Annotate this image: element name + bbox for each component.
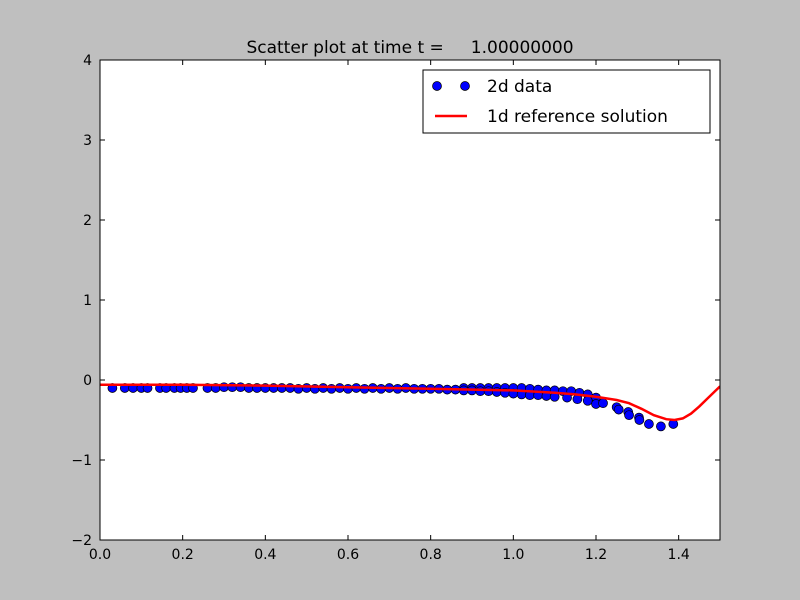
legend-label-1d-reference: 1d reference solution (487, 107, 668, 127)
legend: 2d data 1d reference solution (422, 69, 711, 134)
y-tick-label: 0 (83, 373, 92, 389)
y-tick-label: −1 (71, 453, 92, 469)
data-point (634, 415, 645, 425)
legend-marker-2d-data (432, 81, 442, 91)
x-tick-label: 1.4 (668, 547, 690, 563)
data-point (613, 404, 624, 415)
data-point (235, 382, 246, 393)
plot-area (100, 60, 720, 540)
data-point (624, 410, 634, 421)
y-tick-label: 4 (83, 53, 92, 69)
y-tick-label: 2 (83, 213, 92, 229)
legend-box (422, 69, 711, 134)
data-point (644, 419, 654, 429)
axis-ticks: 0.0 0.2 0.4 0.6 0.8 1.0 1.2 1.4 −2 −1 0 1 2 3 4 (71, 53, 720, 563)
x-tick-label: 1.0 (502, 547, 524, 563)
legend-label-2d-data: 2d data (487, 77, 552, 97)
x-tick-label: 0.2 (172, 547, 194, 563)
y-tick-label: −2 (71, 533, 92, 549)
data-point (582, 395, 593, 406)
data-point (656, 421, 666, 432)
y-tick-label: 1 (83, 293, 92, 309)
plot-marks (100, 382, 720, 432)
x-tick-label: 0.0 (89, 547, 111, 563)
data-point (343, 383, 353, 394)
x-tick-label: 1.2 (585, 547, 607, 563)
x-tick-label: 0.6 (337, 547, 359, 563)
data-point (475, 386, 486, 397)
legend-marker-2d-data (460, 81, 470, 91)
data-point (301, 383, 312, 393)
x-tick-label: 0.8 (420, 547, 442, 563)
y-tick-label: 3 (83, 133, 92, 149)
reference-solution-line (100, 383, 720, 422)
data-point (598, 398, 608, 409)
chart-title: Scatter plot at time t = 1.00000000 (246, 38, 573, 58)
x-tick-label: 0.4 (254, 547, 276, 563)
